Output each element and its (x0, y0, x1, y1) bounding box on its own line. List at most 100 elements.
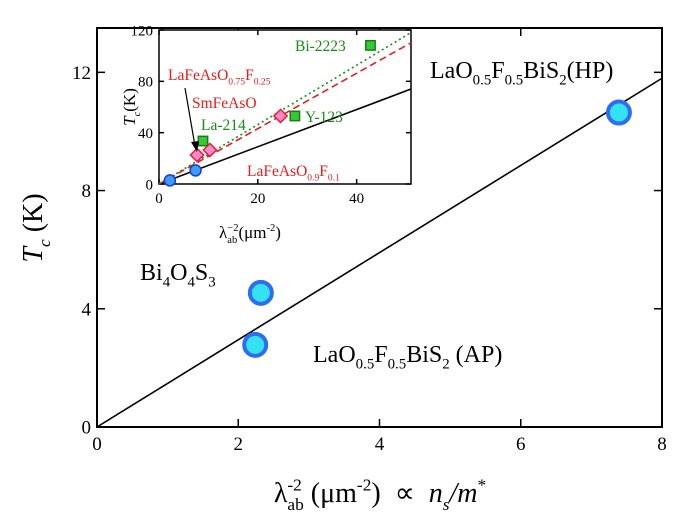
annotation-part: 4 (187, 275, 195, 291)
x-tick-label: 8 (657, 434, 667, 455)
x-axis-label-part: n (429, 478, 443, 509)
y-tick-label: 80 (138, 75, 153, 91)
x-axis-label-part: −2 (227, 223, 238, 234)
annotation-part: LaFeAsO (168, 67, 228, 84)
annotation-part: LaO (313, 342, 356, 368)
y-tick-label: 0 (146, 177, 154, 193)
annotation: La-214 (201, 117, 246, 134)
annotation-part: Bi-2223 (295, 38, 346, 55)
x-axis-label-part: (μm (239, 223, 267, 242)
annotation-part: 2 (559, 73, 566, 89)
y-tick-label: 120 (131, 23, 154, 39)
y-axis-label-part: (K) (120, 88, 139, 112)
arrow-head (191, 141, 199, 152)
y-axis-label-part: T (120, 115, 139, 126)
annotation-part: F (319, 163, 328, 180)
annotation: Bi-2223 (295, 38, 346, 55)
annotation-part: La-214 (201, 117, 246, 134)
x-tick-label: 0 (155, 191, 163, 207)
y-axis-label-part: c (35, 239, 54, 247)
point (605, 99, 632, 126)
point (242, 331, 269, 358)
x-axis-label-part: * (477, 475, 486, 494)
annotation-part: 0.5 (505, 73, 524, 89)
annotation-part: Y-123 (305, 109, 343, 126)
annotation-part: BiS (523, 58, 559, 84)
x-tick-label: 0 (92, 434, 102, 455)
annotation: LaFeAsO 0.75 F 0.25 (168, 67, 271, 87)
arrow (184, 87, 196, 147)
y-axis-label: Tc (K) (18, 193, 54, 262)
annotation-part: F (491, 58, 504, 84)
annotation-part: LaFeAsO (247, 163, 307, 180)
annotation-part: 2 (442, 357, 449, 373)
x-axis-label-part: λ (274, 478, 288, 509)
x-axis-label: λ −2ab (μm -2) (219, 223, 281, 246)
x-axis-label-part: ab (287, 495, 304, 514)
x-tick-label: 2 (234, 434, 244, 455)
x-axis-label: λ -2ab (μm -2) ∝ n s/m * (274, 475, 486, 514)
annotation-part: 0.5 (473, 73, 492, 89)
annotation-part: 0.1 (328, 172, 340, 183)
annotation: SmFeAsO (192, 95, 257, 112)
point (247, 279, 274, 306)
point (197, 135, 209, 147)
y-axis-label-part: c (132, 111, 143, 116)
point (163, 174, 177, 187)
annotation-part: 4 (163, 275, 171, 291)
annotation-part: 0.25 (254, 76, 271, 87)
x-axis-label-part: λ (219, 223, 228, 242)
point (189, 164, 202, 177)
point (289, 110, 301, 122)
y-tick-label: 40 (138, 126, 153, 142)
fit-line (158, 31, 412, 185)
annotation-part: LaO (430, 58, 473, 84)
annotation: LaO 0.5 F 0.5 BiS 2 (AP) (313, 342, 502, 373)
point (272, 108, 289, 124)
point (202, 142, 218, 158)
annotation-part: 3 (208, 275, 215, 291)
x-axis-label-part: -2 (287, 475, 301, 494)
y-tick-label: 0 (82, 418, 92, 439)
x-axis-label-part: (μm (304, 478, 357, 509)
annotation-part: 0.5 (356, 357, 375, 373)
annotation-part: 0.9 (307, 172, 319, 183)
x-axis-label-part: s (443, 495, 450, 514)
annotation-part: BiS (406, 342, 442, 368)
x-axis-label-part: ab (227, 235, 237, 246)
y-tick-label: 8 (82, 181, 92, 202)
x-axis-label-part: ) ∝ (371, 478, 428, 509)
annotation-part: 0.5 (388, 357, 407, 373)
y-axis-label-part: (K) (18, 193, 49, 239)
x-axis-label-part: ) (275, 223, 281, 242)
x-tick-label: 20 (250, 191, 265, 207)
fit-line (96, 77, 663, 428)
y-tick-label: 12 (72, 63, 91, 84)
annotation: Y-123 (305, 109, 343, 126)
annotation: LaFeAsO 0.9 F 0.1 (247, 163, 340, 183)
annotation-part: SmFeAsO (192, 95, 257, 112)
annotation-part: F (374, 342, 387, 368)
x-tick-label: 40 (349, 191, 364, 207)
annotation: Bi 4 O 4 S 3 (140, 260, 216, 291)
y-axis-label: Tc(K) (120, 88, 143, 126)
annotation-part: S (195, 260, 208, 286)
annotation-part: Bi (140, 260, 163, 286)
annotation-part: (HP) (567, 58, 614, 84)
x-axis-label-part: -2 (267, 223, 276, 234)
point (189, 147, 205, 163)
annotation-part: F (245, 67, 254, 84)
x-tick-label: 4 (375, 434, 385, 455)
x-tick-label: 6 (516, 434, 526, 455)
annotation-part: 0.75 (228, 76, 245, 87)
y-tick-label: 4 (82, 299, 92, 320)
y-axis-label-part: T (18, 245, 49, 263)
annotation: LaO 0.5 F 0.5 BiS 2 (HP) (430, 58, 613, 89)
annotation-part: O (170, 260, 187, 286)
x-axis-label-part: /m (447, 478, 477, 509)
x-axis-label-part: -2 (357, 475, 371, 494)
annotation-part: (AP) (450, 342, 503, 368)
point (365, 39, 376, 51)
